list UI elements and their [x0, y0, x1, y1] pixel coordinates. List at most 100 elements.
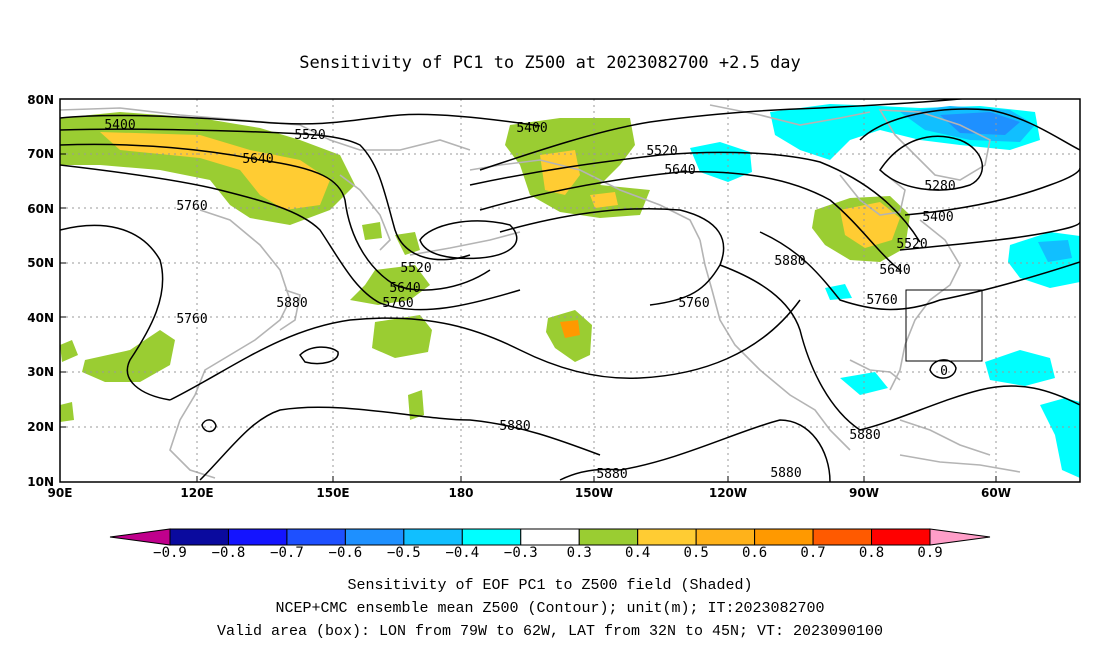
contour-5400-west — [60, 113, 541, 127]
contour-label-13: 5760 — [678, 296, 709, 311]
colorbar-label-2: −0.7 — [270, 545, 304, 561]
lat-label-50n: 50N — [27, 256, 54, 270]
contour-low-siberia — [419, 220, 518, 260]
lat-label-70n: 70N — [27, 147, 54, 161]
coast-hudson — [839, 169, 906, 216]
contour-closed-atl — [929, 359, 957, 379]
contour-label-25: 0 — [940, 364, 948, 379]
colorbar-label-9: 0.5 — [684, 545, 709, 561]
contour-5880-trop — [199, 406, 601, 481]
colorbar-label-4: −0.5 — [387, 545, 421, 561]
shade-positive-small-4 — [60, 402, 74, 422]
contour-5640-east — [479, 170, 901, 271]
map-panel: 5400 5520 5640 5760 5760 5400 5520 5640 … — [27, 93, 1081, 500]
lon-label-150e: 150E — [316, 486, 349, 500]
colorbar-label-1: −0.8 — [212, 545, 246, 561]
contour-5880-low — [559, 419, 831, 482]
contour-5760-na — [759, 231, 1080, 311]
contour-label-3: 5640 — [242, 152, 273, 167]
colorbar-box-7 — [578, 528, 639, 546]
contour-label-17: 5880 — [770, 466, 801, 481]
contour-closed-pacific — [299, 346, 339, 365]
gridlines — [60, 99, 1080, 482]
contour-closed-small — [201, 419, 217, 433]
colorbar-box-3 — [344, 528, 405, 546]
tick-marks — [60, 153, 997, 482]
contour-5520-east — [469, 151, 921, 243]
contour-5400-atl — [859, 108, 1080, 151]
colorbar: −0.9 −0.8 −0.7 −0.6 −0.5 −0.4 −0.3 0.3 0.4 0.5 0.6… — [109, 528, 991, 561]
coast-south-america — [899, 454, 1021, 473]
contour-label-6: 5400 — [516, 121, 547, 136]
colorbar-box-6 — [520, 528, 580, 546]
lat-label-30n: 30N — [27, 365, 54, 379]
lon-label-90w: 90W — [849, 486, 879, 500]
contour-label-12: 5880 — [276, 296, 307, 311]
colorbar-label-6: −0.3 — [504, 545, 538, 561]
contour-5520-west — [60, 128, 471, 261]
contour-label-21: 5520 — [896, 237, 927, 252]
lat-label-80n: 80N — [27, 93, 54, 107]
shade-positive-small-1 — [362, 222, 382, 240]
colorbar-box-8 — [637, 528, 697, 546]
shade-positive-pacific-1-core — [560, 320, 580, 338]
coast-east-asia — [169, 209, 291, 479]
colorbar-right-arrow — [929, 528, 991, 546]
colorbar-box-2 — [286, 528, 346, 546]
colorbar-label-0: −0.9 — [153, 545, 187, 561]
lon-label-150w: 150W — [575, 486, 613, 500]
colorbar-label-11: 0.7 — [800, 545, 825, 561]
colorbar-label-12: 0.8 — [859, 545, 884, 561]
contour-label-8: 5640 — [664, 163, 695, 178]
colorbar-box-9 — [695, 528, 756, 546]
colorbar-label-7: 0.3 — [567, 545, 592, 561]
contour-5640-atl — [899, 221, 1080, 251]
shade-positive-siberia-core — [100, 132, 330, 210]
shade-negative-atlantic-s — [1040, 398, 1080, 478]
lon-label-180: 180 — [448, 486, 473, 500]
shade-positive-alaska-core2 — [590, 192, 618, 208]
contour-5880-south — [60, 224, 171, 401]
valid-area-box — [905, 289, 983, 362]
colorbar-box-1 — [227, 528, 288, 546]
contour-label-22: 5640 — [879, 263, 910, 278]
latitude-labels: 80N 70N 60N 50N 40N 30N 20N 10N — [27, 93, 54, 489]
contour-label-16: 5880 — [596, 467, 627, 482]
contour-5520-atl — [904, 167, 1080, 216]
contour-5640-west — [60, 143, 491, 291]
lon-label-90e: 90E — [48, 486, 73, 500]
coast-japan — [279, 289, 301, 331]
colorbar-label-5: −0.4 — [445, 545, 479, 561]
lon-label-120w: 120W — [709, 486, 747, 500]
lat-label-10n: 10N — [27, 475, 54, 489]
contour-5760-west — [60, 164, 521, 311]
z500-contours — [60, 99, 1080, 482]
lat-label-40n: 40N — [27, 311, 54, 325]
contour-label-5: 5760 — [176, 312, 207, 327]
shade-negative-arctic-core — [940, 112, 1020, 135]
shade-negative-atlantic-c — [985, 350, 1055, 386]
caption-line-1: Sensitivity of EOF PC1 to Z500 field (Sh… — [347, 577, 752, 594]
contour-5400-east — [479, 99, 968, 171]
contour-label-11: 5760 — [382, 296, 413, 311]
coast-alaska — [469, 159, 701, 241]
contour-label-10: 5640 — [389, 281, 420, 296]
contour-5280-greenland — [879, 135, 984, 191]
contour-label-14: 5880 — [774, 254, 805, 269]
lat-label-20n: 20N — [27, 420, 54, 434]
contour-5760-mid — [499, 208, 725, 306]
contour-label-15: 5880 — [499, 419, 530, 434]
contour-labels: 5400 5520 5640 5760 5760 5400 5520 5640 … — [104, 118, 955, 482]
shade-negative-carib — [840, 372, 888, 395]
contour-label-7: 5520 — [646, 144, 677, 159]
colorbar-label-8: 0.4 — [625, 545, 650, 561]
colorbar-box-12 — [871, 528, 931, 546]
colorbar-labels: −0.9 −0.8 −0.7 −0.6 −0.5 −0.4 −0.3 0.3 0.4 0.5 0.6… — [153, 545, 943, 561]
longitude-labels: 90E 120E 150E 180 150W 120W 90W 60W — [48, 486, 1011, 500]
coast-gulf — [849, 359, 901, 381]
figure-title: Sensitivity of PC1 to Z500 at 2023082700… — [299, 53, 801, 73]
shade-positive-small-2 — [60, 340, 78, 362]
shade-positive-small-3 — [408, 390, 424, 420]
colorbar-boxes — [169, 528, 931, 546]
shade-positive-kuril — [395, 232, 420, 255]
